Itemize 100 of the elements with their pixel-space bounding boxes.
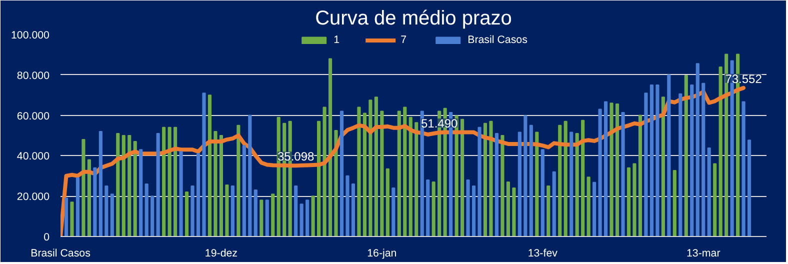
bar [144,183,148,236]
bar [128,135,132,236]
bar [306,200,310,236]
bar [168,126,172,236]
bar [500,135,504,236]
bar [190,186,194,236]
y-tick-label: 80.000 [16,70,50,82]
bar [236,124,240,236]
y-tick-label: 0 [44,232,50,244]
bar [575,132,579,236]
bar [478,126,482,236]
bar [552,171,556,236]
x-tick-label: 13-mar [686,248,721,260]
bar [357,106,361,236]
bar [248,114,252,236]
bar [219,135,224,236]
bar [184,192,189,236]
bar [650,84,654,236]
bar [139,149,143,236]
bar [76,177,80,236]
bar [334,130,338,236]
bar [260,200,264,236]
bar [374,96,378,236]
bar [540,149,544,236]
data-label: 51.490 [420,116,458,130]
bar [368,100,372,236]
bar [380,110,384,236]
bar [271,194,275,236]
x-tick-label: 16-jan [367,248,397,260]
bar [604,101,608,236]
bar [460,118,464,236]
bar [742,101,746,236]
bar [397,110,401,236]
bar [386,168,390,236]
bar [667,74,671,236]
bar [346,175,350,236]
bar [408,116,412,236]
bar [494,132,499,236]
bar [230,186,234,236]
bar [426,179,430,236]
bar [598,108,602,236]
bar [506,181,510,236]
bar [518,132,522,236]
bar [638,114,642,236]
bar [483,122,488,236]
bar [93,167,97,236]
bar [702,82,706,236]
x-tick-label: Brasil Casos [30,248,90,260]
data-label: 73.552 [725,72,762,86]
bar [322,106,326,236]
legend-label: 7 [400,34,408,46]
y-tick-label: 20.000 [16,191,50,204]
bar [546,186,550,236]
bar [403,106,407,236]
bar [156,132,160,236]
bar [656,84,660,236]
bar [208,94,212,236]
bar [362,112,367,236]
bar [414,122,418,236]
bar [661,96,665,236]
bar [632,163,636,236]
bar [626,167,631,236]
bar [202,92,206,236]
bar [713,163,717,236]
bar [150,196,154,236]
data-label: 35.098 [277,150,315,164]
chart-title: Curva de médio prazo [315,8,512,30]
bar [524,115,528,236]
bar [747,140,752,236]
bar [718,66,722,236]
bar [351,183,356,236]
bar [98,130,102,236]
bar [678,93,682,236]
y-tick-label: 100.000 [10,30,50,42]
bar [707,148,711,236]
x-tick-label: 13-fev [528,248,558,260]
bar [214,130,218,236]
bar [564,120,568,236]
bar [696,63,700,236]
bar [265,200,269,236]
bar [254,190,258,236]
bar [512,188,516,236]
y-tick-label: 60.000 [16,110,50,122]
legend-label: Brasil Casos [468,34,528,46]
bar [392,188,396,236]
bar [104,186,108,236]
bar [621,112,625,236]
bar [586,176,590,236]
bar [684,75,688,236]
bar [570,132,574,236]
x-tick-label: 19-dez [204,248,238,260]
bar [70,202,74,236]
bar [64,198,68,236]
bar [294,186,298,236]
bar [225,184,229,236]
bar [242,145,246,236]
bar [311,196,315,236]
bar [610,102,614,236]
legend-label: 1 [334,34,341,46]
bar [196,153,200,236]
